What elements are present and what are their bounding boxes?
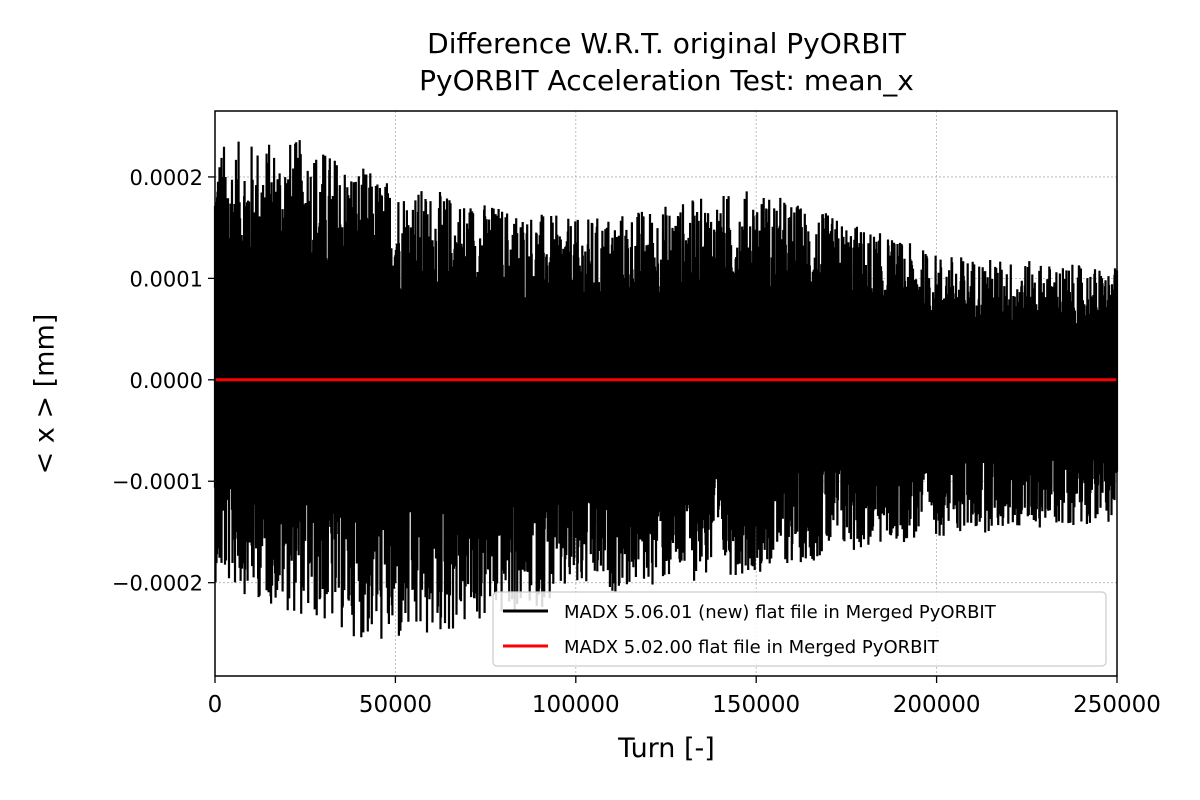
legend-box [492,591,1107,667]
y-tick-label: −0.0001 [112,470,203,494]
x-tick-label: 0 [208,692,223,718]
y-tick-label: −0.0002 [112,572,203,596]
x-tick-label: 250000 [1073,692,1161,718]
series-group [213,140,1119,639]
x-tick-label: 100000 [532,692,620,718]
y-tick-label: 0.0000 [130,369,203,393]
y-axis-ticks: 0.0002 0.0001 0.0000 −0.0001 −0.0002 [112,166,215,596]
x-tick-label: 150000 [712,692,800,718]
plot-frame [214,110,1118,677]
x-tick-label: 50000 [359,692,432,718]
chart-subtitle: PyORBIT Acceleration Test: mean_x [419,64,914,97]
x-axis-label: Turn [-] [618,733,715,764]
legend-label: MADX 5.06.01 (new) flat file in Merged P… [564,602,997,623]
legend: MADX 5.06.01 (new) flat file in Merged P… [492,591,1107,667]
y-tick-label: 0.0002 [130,166,203,190]
chart-title: Difference W.R.T. original PyORBIT [427,27,906,60]
legend-label: MADX 5.02.00 flat file in Merged PyORBIT [564,637,940,658]
x-axis-ticks: 0 50000 100000 150000 200000 250000 [208,676,1161,718]
series-line-madx-5-06-01 [213,140,1119,639]
y-tick-label: 0.0001 [130,267,203,291]
x-tick-label: 200000 [893,692,981,718]
